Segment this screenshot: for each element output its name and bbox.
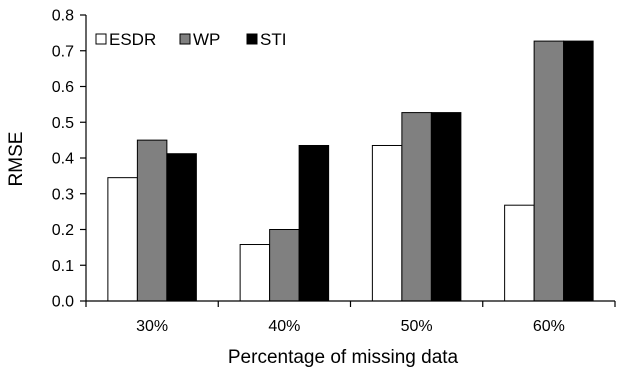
- x-axis-title: Percentage of missing data: [228, 347, 459, 368]
- y-tick-label: 0.5: [52, 115, 74, 132]
- y-tick-label: 0.0: [52, 294, 74, 311]
- legend-swatch-sti: [246, 33, 258, 45]
- bar-wp-40pct: [269, 229, 300, 302]
- legend-label-sti: STI: [260, 30, 286, 49]
- bar-esdr-40pct: [239, 244, 271, 302]
- y-tick-label: 0.1: [52, 258, 74, 275]
- bar-esdr-30pct: [107, 177, 138, 302]
- x-tick-labels: 30% 40% 50% 60%: [136, 318, 565, 335]
- bar-wp-30pct: [136, 139, 168, 302]
- ticks: [80, 14, 616, 307]
- y-tick-labels: 0.0 0.1 0.2 0.3 0.4 0.5 0.6 0.7 0.8: [52, 8, 74, 311]
- x-tick-label: 40%: [268, 318, 300, 335]
- bar-sti-50pct: [430, 112, 462, 302]
- x-tick-label: 60%: [533, 318, 565, 335]
- x-tick-label: 30%: [136, 318, 168, 335]
- y-axis-title: RMSE: [6, 132, 27, 187]
- y-tick-label: 0.2: [52, 222, 74, 239]
- bar-wp-50pct: [401, 112, 432, 302]
- y-tick-label: 0.7: [52, 43, 74, 60]
- legend-label-esdr: ESDR: [109, 30, 156, 49]
- legend-label-wp: WP: [193, 30, 220, 49]
- y-tick-label: 0.8: [52, 8, 74, 25]
- bar-esdr-60pct: [504, 204, 535, 302]
- bar-esdr-50pct: [371, 144, 403, 302]
- y-tick-label: 0.6: [52, 79, 74, 96]
- bars: [107, 40, 594, 302]
- y-tick-label: 0.4: [52, 151, 74, 168]
- bar-wp-60pct: [533, 40, 565, 302]
- x-tick-label: 50%: [401, 318, 433, 335]
- bar-sti-60pct: [563, 40, 594, 302]
- legend: ESDR WP STI: [95, 30, 286, 49]
- bar-sti-30pct: [166, 153, 197, 302]
- y-tick-label: 0.3: [52, 186, 74, 203]
- legend-swatch-wp: [179, 33, 191, 45]
- legend-swatch-esdr: [95, 33, 107, 45]
- bar-sti-40pct: [298, 144, 330, 302]
